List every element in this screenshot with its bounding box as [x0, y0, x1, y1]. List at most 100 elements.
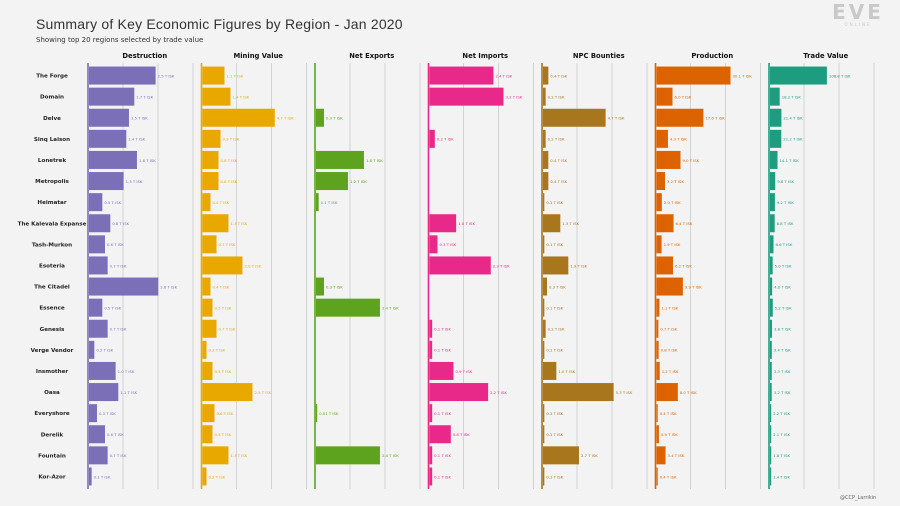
bar-net-exports-fountain [316, 446, 380, 465]
bar-destruction-genesis [89, 319, 108, 338]
bar-mining-value-domain [202, 87, 231, 106]
bar-net-imports-verge-vendor [429, 340, 433, 359]
data-label-net-exports-the-citadel: 0.3 T ISK [326, 284, 343, 289]
data-label-destruction-essence: 0.5 T ISK [104, 305, 121, 310]
bar-mining-value-verge-vendor [202, 340, 207, 359]
bar-npc-bounties-derelik [543, 425, 545, 444]
column-header-destruction: Destruction [122, 52, 167, 60]
data-label-mining-value-lonetrek: 0.8 T ISK [220, 158, 237, 163]
data-label-npc-bounties-tash-murkon: 0.1 T ISK [546, 242, 563, 247]
bar-npc-bounties-insmother [543, 361, 557, 380]
category-label-heimatar: Heimatar [37, 200, 66, 206]
bar-production-insmother [656, 361, 660, 380]
data-label-destruction-domain: 1.7 T ISK [136, 94, 153, 99]
data-label-mining-value-genesis: 0.7 T ISK [218, 327, 235, 332]
data-label-production-everyshore: 0.4 T ISK [660, 411, 677, 416]
bar-destruction-tash-murkon [89, 235, 105, 254]
data-label-npc-bounties-kor-azor: 0.1 T ISK [546, 474, 563, 479]
bar-destruction-insmother [89, 361, 116, 380]
data-label-destruction-tash-murkon: 0.6 T ISK [107, 242, 124, 247]
bar-destruction-the-citadel [89, 277, 159, 296]
data-label-npc-bounties-lonetrek: 0.4 T ISK [550, 158, 567, 163]
data-label-npc-bounties-the-citadel: 0.3 T ISK [549, 284, 566, 289]
bar-mining-value-essence [202, 298, 213, 317]
bar-mining-value-oasa [202, 383, 253, 402]
bar-destruction-sinq-laison [89, 129, 127, 148]
bar-mining-value-everyshore [202, 404, 215, 423]
data-label-mining-value-the-citadel: 0.4 T ISK [212, 284, 229, 289]
data-label-production-domain: 6.0 T ISK [674, 94, 691, 99]
bar-mining-value-delve [202, 108, 275, 127]
data-label-destruction-everyshore: 0.3 T ISK [99, 411, 116, 416]
bar-mining-value-sinq-laison [202, 129, 221, 148]
bar-npc-bounties-verge-vendor [543, 340, 545, 359]
bar-net-imports-the-kalevala-expanse [429, 214, 457, 233]
bar-npc-bounties-fountain [543, 446, 579, 465]
data-label-destruction-genesis: 0.7 T ISK [110, 327, 127, 332]
data-label-mining-value-everyshore: 0.6 T ISK [216, 411, 233, 416]
data-label-mining-value-derelik: 0.5 T ISK [214, 432, 231, 437]
bar-destruction-fountain [89, 446, 108, 465]
bar-destruction-essence [89, 298, 103, 317]
data-label-trade-value-genesis: 3.8 T ISK [774, 327, 791, 332]
data-label-net-imports-insmother: 0.9 T ISK [455, 369, 472, 374]
bar-net-imports-the-forge [429, 66, 494, 85]
bar-mining-value-insmother [202, 361, 213, 380]
bar-net-imports-esoteria [429, 256, 491, 275]
bar-npc-bounties-sinq-laison [543, 129, 546, 148]
data-label-trade-value-the-kalevala-expanse: 8.8 T ISK [777, 221, 794, 226]
category-label-derelik: Derelik [41, 432, 64, 438]
data-label-npc-bounties-insmother: 1.0 T ISK [558, 369, 575, 374]
bar-npc-bounties-domain [543, 87, 546, 106]
category-label-the-kalevala-expanse: The Kalevala Expanse [18, 221, 87, 227]
data-label-npc-bounties-sinq-laison: 0.2 T ISK [548, 137, 565, 142]
data-label-production-kor-azor: 0.4 T ISK [660, 474, 677, 479]
bar-production-kor-azor [656, 467, 658, 486]
data-label-mining-value-essence: 0.5 T ISK [214, 305, 231, 310]
bar-production-heimatar [656, 193, 662, 212]
data-label-trade-value-domain: 18.2 T ISK [782, 94, 802, 99]
bar-npc-bounties-the-kalevala-expanse [543, 214, 561, 233]
bar-production-fountain [656, 446, 666, 465]
bar-net-imports-kor-azor [429, 467, 433, 486]
data-label-net-imports-the-forge: 2.4 T ISK [495, 73, 512, 78]
bar-trade-value-oasa [770, 383, 772, 402]
data-label-production-derelik: 0.9 T ISK [661, 432, 678, 437]
data-label-mining-value-esoteria: 2.0 T ISK [244, 263, 261, 268]
category-label-everyshore: Everyshore [34, 411, 70, 417]
data-label-production-verge-vendor: 0.8 T ISK [661, 348, 678, 353]
bar-net-exports-lonetrek [316, 150, 364, 169]
bar-net-exports-metropolis [316, 172, 348, 191]
bar-mining-value-lonetrek [202, 150, 219, 169]
data-label-destruction-the-citadel: 2.6 T ISK [160, 284, 177, 289]
data-label-destruction-heimatar: 0.5 T ISK [104, 200, 121, 205]
bar-mining-value-metropolis [202, 172, 219, 191]
data-label-destruction-delve: 1.5 T ISK [131, 116, 148, 121]
bar-production-everyshore [656, 404, 658, 423]
bar-net-imports-everyshore [429, 404, 433, 423]
data-label-npc-bounties-fountain: 2.7 T ISK [581, 453, 598, 458]
bar-npc-bounties-lonetrek [543, 150, 549, 169]
data-label-npc-bounties-metropolis: 0.4 T ISK [550, 179, 567, 184]
data-label-npc-bounties-heimatar: 0.1 T ISK [546, 200, 563, 205]
category-label-tash-murkon: Tash-Murkon [32, 242, 72, 248]
bar-mining-value-kor-azor [202, 467, 207, 486]
data-label-net-imports-genesis: 0.1 T ISK [434, 327, 451, 332]
bar-destruction-delve [89, 108, 129, 127]
bar-trade-value-the-citadel [770, 277, 773, 296]
bar-mining-value-derelik [202, 425, 213, 444]
logo-text: EVE [832, 0, 884, 24]
data-label-mining-value-domain: 1.4 T ISK [232, 94, 249, 99]
data-label-production-lonetrek: 9.0 T ISK [682, 158, 699, 163]
bar-npc-bounties-esoteria [543, 256, 569, 275]
data-label-net-exports-essence: 2.4 T ISK [382, 305, 399, 310]
bar-net-exports-essence [316, 298, 380, 317]
data-label-mining-value-kor-azor: 0.2 T ISK [208, 474, 225, 479]
column-header-net-exports: Net Exports [349, 52, 394, 60]
bar-production-metropolis [656, 172, 666, 191]
bar-trade-value-everyshore [770, 404, 772, 423]
data-label-mining-value-the-kalevala-expanse: 1.3 T ISK [230, 221, 247, 226]
data-label-destruction-insmother: 1.0 T ISK [118, 369, 135, 374]
bar-production-genesis [656, 319, 659, 338]
